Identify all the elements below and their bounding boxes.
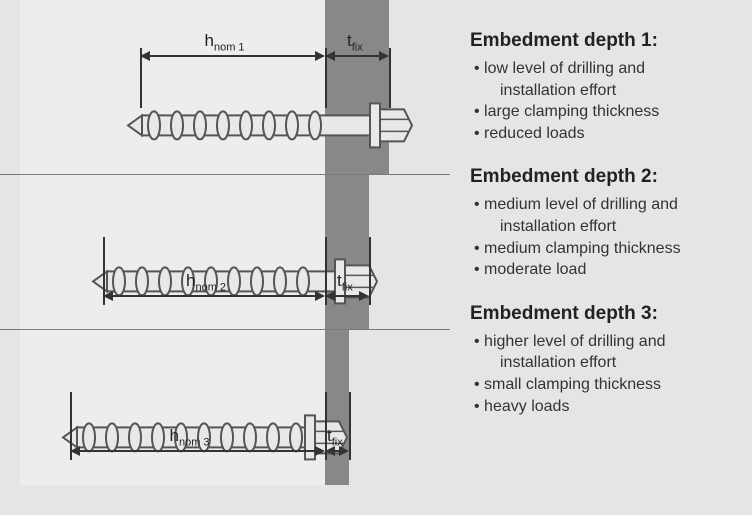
depth-bullet: heavy loads (472, 396, 732, 418)
diagram-area: hnom 1 tfix hnom 2 tfix hnom 3 tfix (0, 0, 450, 515)
embedment-row-2: hnom 2 tfix (0, 175, 450, 330)
embedment-row-3: hnom 3 tfix (0, 330, 450, 485)
depth-list-1: low level of drilling andinstallation ef… (470, 58, 732, 144)
arrow-right-icon (315, 51, 325, 61)
dim-tick (369, 237, 371, 305)
tfix-label: tfix (333, 271, 357, 293)
depth-bullet: small clamping thickness (472, 374, 732, 396)
depth-bullet: low level of drilling andinstallation ef… (472, 58, 732, 101)
arrow-right-icon (359, 291, 369, 301)
hnom-label: hnom 1 (201, 31, 249, 53)
depth-bullet: medium level of drilling andinstallation… (472, 194, 732, 237)
hnom-line (78, 450, 317, 452)
embedment-row-1: hnom 1 tfix (0, 0, 450, 175)
dim-tick (349, 392, 351, 460)
hnom-label: hnom 3 (166, 426, 214, 448)
tfix-label: tfix (323, 426, 347, 448)
depth-block-3: Embedment depth 3: higher level of drill… (470, 303, 732, 417)
depth-block-1: Embedment depth 1: low level of drilling… (470, 30, 732, 144)
tfix-line (333, 295, 361, 297)
tfix-line (333, 55, 381, 57)
depth-title-3: Embedment depth 3: (470, 303, 732, 325)
depth-bullet: higher level of drilling andinstallation… (472, 331, 732, 374)
hnom-line (148, 55, 317, 57)
dim-tick (389, 48, 391, 108)
depth-bullet: medium clamping thickness (472, 238, 732, 260)
depth-block-2: Embedment depth 2: medium level of drill… (470, 166, 732, 280)
depth-title-2: Embedment depth 2: (470, 166, 732, 188)
tfix-label: tfix (343, 31, 367, 53)
depth-list-2: medium level of drilling andinstallation… (470, 194, 732, 280)
arrow-left-icon (70, 446, 80, 456)
anchor-bolt-1 (110, 90, 430, 160)
arrow-right-icon (379, 51, 389, 61)
arrow-left-icon (103, 291, 113, 301)
depth-bullet: large clamping thickness (472, 101, 732, 123)
depth-list-3: higher level of drilling andinstallation… (470, 331, 732, 417)
arrow-left-icon (140, 51, 150, 61)
depth-title-1: Embedment depth 1: (470, 30, 732, 52)
arrow-left-icon (325, 51, 335, 61)
arrow-right-icon (315, 291, 325, 301)
text-area: Embedment depth 1: low level of drilling… (450, 0, 752, 515)
depth-bullet: moderate load (472, 259, 732, 281)
depth-bullet: reduced loads (472, 123, 732, 145)
hnom-label: hnom 2 (182, 271, 230, 293)
hnom-line (111, 295, 317, 297)
